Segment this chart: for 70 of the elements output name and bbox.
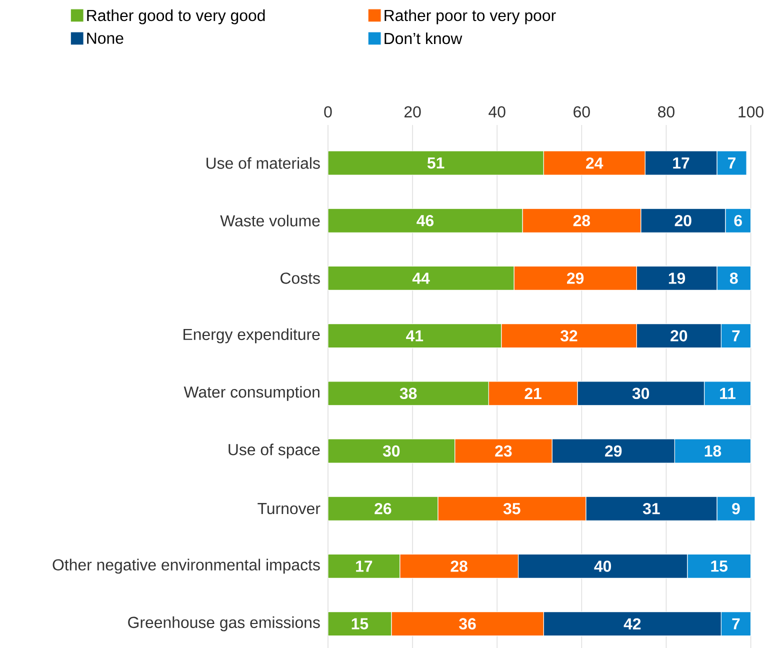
y-tick-label: Waste volume <box>220 214 320 226</box>
data-label: 32 <box>560 330 578 342</box>
bar <box>328 324 502 348</box>
data-label: 9 <box>732 502 740 514</box>
data-label: 20 <box>674 214 692 226</box>
bar <box>328 554 400 579</box>
bar <box>716 496 756 521</box>
bar <box>328 208 523 233</box>
legend-label: Rather good to very good <box>87 9 265 24</box>
data-label: 8 <box>730 272 738 284</box>
y-tick-label: Use of materials <box>206 157 320 169</box>
data-label: 41 <box>406 330 424 342</box>
bar <box>687 554 752 579</box>
x-tick-label: 0 <box>324 106 332 118</box>
y-tick-label: Energy expenditure <box>184 328 320 344</box>
data-label: 23 <box>495 445 512 457</box>
bar <box>328 612 392 636</box>
data-label: 30 <box>382 445 400 457</box>
data-label: 15 <box>352 618 368 630</box>
data-label: 40 <box>594 560 612 572</box>
data-label: 28 <box>450 560 468 572</box>
data-label: 7 <box>732 330 740 342</box>
data-label: 24 <box>586 157 604 169</box>
data-label: 35 <box>503 502 520 514</box>
data-label: 26 <box>374 502 392 514</box>
bar <box>328 381 489 406</box>
bar <box>674 438 752 464</box>
data-label: 44 <box>412 272 430 284</box>
data-label: 42 <box>624 618 641 630</box>
y-tick-label: Water consumption <box>184 386 320 401</box>
data-label: 17 <box>356 560 372 572</box>
data-label: 30 <box>632 388 650 400</box>
x-tick-label: 60 <box>574 106 590 118</box>
bar <box>704 381 752 406</box>
y-tick-label: Greenhouse gas emissions <box>128 616 320 632</box>
data-label: 46 <box>416 214 434 226</box>
data-label: 6 <box>734 214 742 226</box>
data-label: 11 <box>720 388 736 399</box>
data-label: 19 <box>668 272 686 284</box>
x-tick-label: 100 <box>738 106 764 118</box>
legend-label: Don’t know <box>384 32 462 44</box>
data-label: 38 <box>400 388 417 400</box>
data-label: 17 <box>673 158 690 168</box>
bar <box>328 150 544 176</box>
bar <box>720 324 752 348</box>
data-label: 36 <box>459 618 476 630</box>
y-tick-label: Turnover <box>258 503 320 514</box>
y-tick-label: Costs <box>280 272 320 284</box>
data-label: 7 <box>732 618 740 630</box>
data-label: 28 <box>573 214 590 226</box>
x-tick-label: 20 <box>404 106 421 118</box>
bar <box>328 266 514 291</box>
data-label: 51 <box>427 157 444 169</box>
x-tick-label: 80 <box>658 106 674 118</box>
y-tick-label: Use of space <box>228 444 320 458</box>
y-tick-label: Other negative environmental impacts <box>52 558 320 574</box>
data-label: 29 <box>605 445 622 457</box>
data-label: 18 <box>704 445 722 457</box>
data-label: 7 <box>728 158 736 168</box>
bar <box>328 438 456 464</box>
bar <box>720 612 752 636</box>
data-label: 29 <box>567 272 584 284</box>
legend-label: None <box>87 32 124 44</box>
data-label: 31 <box>642 502 660 514</box>
x-tick-label: 40 <box>488 106 506 118</box>
data-label: 21 <box>524 388 542 399</box>
bar <box>328 496 438 521</box>
data-label: 15 <box>711 560 728 572</box>
data-label: 20 <box>670 330 688 342</box>
legend-label: Rather poor to very poor <box>384 9 556 24</box>
